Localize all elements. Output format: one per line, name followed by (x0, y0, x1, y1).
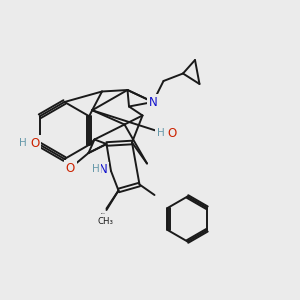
Text: H: H (92, 164, 100, 175)
Text: CH₃: CH₃ (97, 217, 113, 226)
Text: H: H (157, 128, 164, 139)
Text: .: . (165, 128, 169, 141)
Text: O: O (66, 161, 75, 175)
Text: .: . (28, 138, 32, 151)
Text: methyl: methyl (101, 212, 106, 214)
Text: H: H (20, 138, 27, 148)
Text: O: O (167, 127, 176, 140)
Text: N: N (148, 95, 158, 109)
Text: N: N (99, 163, 108, 176)
Text: O: O (30, 137, 39, 150)
